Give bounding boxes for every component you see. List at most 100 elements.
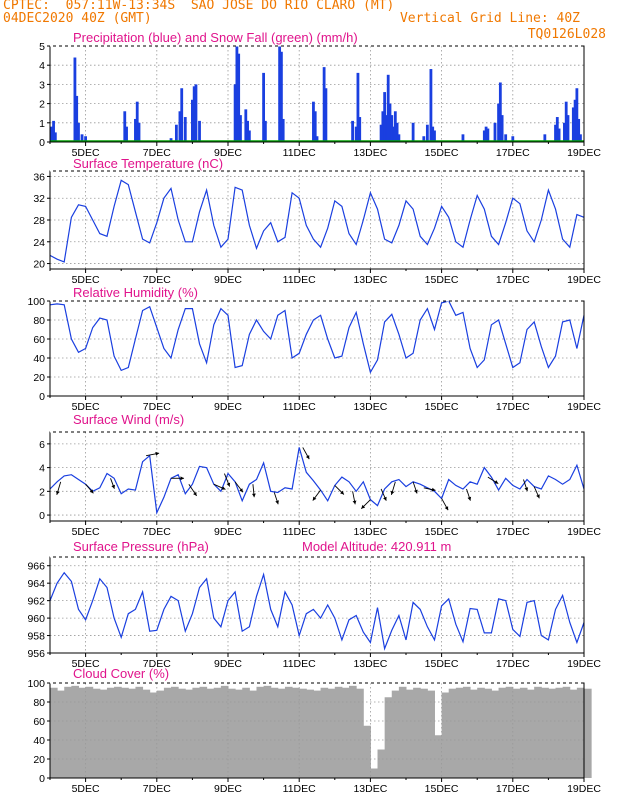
y-tick-label: 60 — [33, 716, 45, 728]
precip-bar — [198, 120, 201, 142]
y-tick-label: 962 — [27, 596, 45, 608]
y-tick-label: 40 — [33, 353, 45, 365]
cloud-bar — [370, 768, 379, 778]
temp-title: Surface Temperature (nC) — [73, 156, 223, 171]
precip-bar — [557, 128, 561, 142]
x-tick-label: 11DEC — [283, 783, 316, 795]
cloud-bar — [341, 687, 350, 778]
precip-bar — [53, 132, 57, 142]
y-tick-label: 956 — [27, 648, 45, 660]
cloud-bar — [349, 685, 357, 778]
pressure-title: Surface Pressure (hPa) — [73, 539, 209, 554]
precip-bar — [543, 134, 547, 142]
wind-arrow-head — [467, 496, 472, 501]
y-tick-label: 80 — [33, 697, 45, 709]
precip-bar — [482, 130, 486, 142]
y-tick-label: 966 — [27, 561, 45, 573]
x-tick-label: 13DEC — [353, 147, 387, 159]
precip-bar — [312, 101, 315, 142]
precip-bar — [324, 88, 328, 142]
x-tick-label: 7DEC — [143, 401, 171, 413]
cloud-bar — [534, 686, 542, 778]
cloud-bar — [206, 688, 215, 778]
x-tick-label: 9DEC — [214, 783, 242, 795]
y-tick-label: 5 — [39, 41, 45, 53]
y-tick-label: 24 — [33, 237, 45, 249]
y-tick-label: 964 — [27, 578, 45, 590]
cloud-bar — [92, 688, 101, 778]
cloud-bar — [334, 686, 343, 778]
cloud-bar — [249, 690, 257, 778]
cloud-bar — [156, 690, 165, 778]
precip-bar — [484, 126, 488, 142]
cloud-bar — [562, 686, 571, 778]
x-tick-label: 19DEC — [567, 274, 601, 286]
cloud-bar — [220, 685, 229, 778]
precip-bar — [84, 136, 87, 142]
precip-bar — [322, 67, 326, 142]
model-altitude: Model Altitude: 420.911 m — [302, 539, 451, 554]
cloud-bar — [142, 689, 151, 778]
precip-bar — [383, 92, 387, 142]
y-tick-label: 2 — [39, 99, 45, 111]
precip-bar — [379, 124, 383, 142]
x-tick-label: 19DEC — [567, 526, 601, 538]
cloud-bar — [363, 725, 371, 778]
precip-bar — [135, 101, 139, 142]
precip-bar — [246, 120, 249, 142]
wind-arrow-head — [431, 487, 436, 492]
x-tick-label: 17DEC — [496, 401, 530, 413]
cloud-bar — [398, 686, 407, 778]
precip-bar — [280, 51, 283, 143]
cloud-bar — [377, 749, 386, 778]
precip-bar — [75, 95, 79, 142]
cloud-bar — [263, 685, 272, 778]
precip-bar — [235, 46, 239, 142]
cloud-bar — [413, 687, 421, 778]
x-tick-label: 17DEC — [496, 274, 530, 286]
precip-bar — [577, 118, 581, 142]
x-tick-label: 15DEC — [425, 401, 459, 413]
cloud-bar — [242, 687, 250, 778]
header-model-id: TQ0126L028 — [527, 27, 606, 42]
precip-bar — [433, 130, 436, 142]
precip-bar — [239, 115, 242, 142]
x-tick-label: 5DEC — [72, 783, 100, 795]
precip-bar — [566, 115, 570, 142]
cloud-bar — [313, 690, 322, 778]
x-tick-label: 9DEC — [214, 274, 242, 286]
wind-arrow-head — [352, 500, 357, 505]
humidity-line — [49, 300, 585, 374]
x-tick-label: 17DEC — [496, 783, 530, 795]
precip-bar — [278, 46, 282, 142]
precip-bar — [511, 136, 515, 142]
wind-arrow-head — [340, 490, 344, 495]
cloud-bar — [270, 687, 279, 778]
cloud-bar — [235, 689, 243, 778]
y-tick-label: 32 — [33, 193, 45, 205]
header-line-1: CPTEC: 057:11W-13:34S SAO JOSE DO RIO CL… — [3, 0, 395, 13]
precip-bar — [564, 101, 568, 142]
cloud-bar — [491, 690, 500, 778]
wind-arrow-head — [444, 506, 449, 511]
x-tick-label: 19DEC — [567, 401, 601, 413]
y-tick-label: 100 — [27, 678, 45, 690]
precip-bar — [191, 99, 194, 142]
precip-bar — [315, 136, 319, 142]
precip-bar — [247, 130, 251, 142]
x-tick-label: 19DEC — [567, 783, 601, 795]
precip-bar — [390, 115, 394, 142]
y-tick-label: 4 — [39, 463, 45, 475]
x-tick-label: 17DEC — [496, 658, 530, 670]
cloud-bar — [576, 687, 585, 778]
precip-bar — [125, 126, 128, 142]
x-tick-label: 15DEC — [425, 658, 459, 670]
precip-bar — [180, 88, 184, 142]
precip-bar — [134, 118, 137, 142]
header-grid-note: Vertical Grid Line: 40Z — [399, 11, 580, 26]
wind-arrow-head — [89, 489, 94, 494]
x-tick-label: 9DEC — [214, 147, 242, 159]
precip-bar — [411, 122, 415, 142]
x-tick-label: 7DEC — [143, 658, 171, 670]
x-tick-label: 5DEC — [72, 401, 100, 413]
